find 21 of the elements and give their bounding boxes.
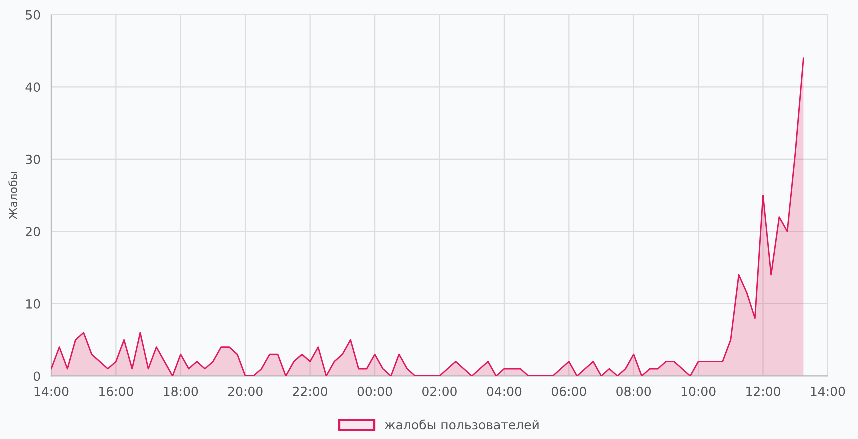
x-tick-label: 08:00 [616,386,652,396]
x-tick-label: 12:00 [746,386,780,396]
x-tick-label: 02:00 [422,386,457,396]
y-axis-title: Жалобы [8,172,18,220]
y-tick-label: 50 [26,10,40,20]
x-tick-label: 10:00 [682,386,716,396]
x-tick-label: 16:00 [100,386,134,396]
y-tick-label: 0 [34,372,40,382]
legend-label: жалобы пользователей [384,420,539,430]
y-tick-label: 40 [26,82,40,92]
x-tick-label: 00:00 [358,386,392,396]
x-tick-label: 04:00 [487,386,522,396]
y-tick-label: 10 [26,299,40,309]
x-tick-label: 18:00 [164,386,198,396]
x-tick-label: 14:00 [811,386,846,396]
x-tick-label: 06:00 [552,386,586,396]
x-tick-label: 22:00 [293,386,328,396]
x-tick-label: 14:00 [34,386,69,396]
y-tick-label: 30 [26,154,40,164]
x-tick-label: 20:00 [228,386,263,396]
y-tick-label: 20 [26,227,40,237]
